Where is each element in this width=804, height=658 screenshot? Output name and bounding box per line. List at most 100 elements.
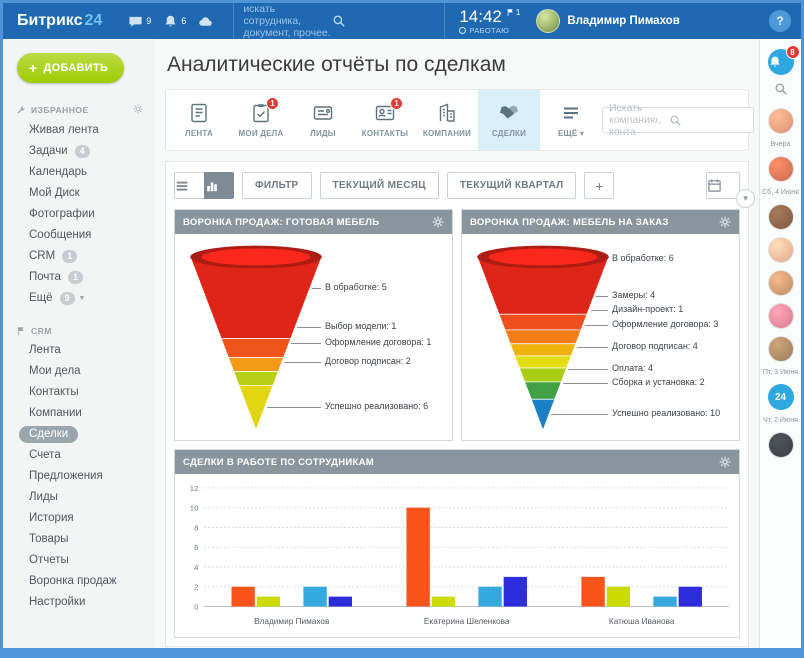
- sidebar-item-contacts[interactable]: Контакты: [3, 382, 155, 403]
- sidebar-item-settings[interactable]: Настройки: [3, 592, 155, 613]
- sidebar-item-messages[interactable]: Сообщения: [3, 225, 155, 246]
- notifications-icon[interactable]: 6: [163, 14, 186, 29]
- tab-deals[interactable]: СДЕЛКИ: [478, 90, 540, 150]
- sidebar-item-label: Предложения: [29, 470, 103, 482]
- tab-my-tasks[interactable]: МОИ ДЕЛА 1: [230, 90, 292, 150]
- svg-text:Владимир Пимахов: Владимир Пимахов: [254, 617, 330, 626]
- svg-text:4: 4: [194, 563, 199, 572]
- gear-icon[interactable]: [719, 216, 731, 228]
- bar-series-orange: [231, 586, 255, 607]
- tab-feed[interactable]: ЛЕНТА: [168, 90, 230, 150]
- tab-leads[interactable]: ЛИДЫ: [292, 90, 354, 150]
- tab-contacts[interactable]: КОНТАКТЫ 1: [354, 90, 416, 150]
- entity-search-input[interactable]: Искать компанию, конта: [602, 102, 754, 138]
- funnel-chart: В обработке: 5 Выбор модели: 1 Оформление …: [175, 234, 452, 440]
- window-edge: [3, 648, 801, 655]
- sidebar-item-sales-funnel[interactable]: Воронка продаж: [3, 571, 155, 592]
- sidebar-item-more[interactable]: Ещё 9 ▼: [3, 288, 155, 309]
- add-period-button[interactable]: +: [584, 172, 615, 199]
- sidebar-item-products[interactable]: Товары: [3, 529, 155, 550]
- help-button[interactable]: ?: [769, 10, 791, 32]
- current-quarter-button[interactable]: ТЕКУЩИЙ КВАРТАЛ: [446, 172, 577, 199]
- chart-view-button[interactable]: [204, 172, 234, 199]
- sidebar-section-title-crm: CRM: [3, 321, 155, 340]
- sidebar-item-calendar[interactable]: Календарь: [3, 162, 155, 183]
- funnel-label-line: [267, 407, 321, 408]
- funnel-label-line: [591, 310, 608, 311]
- add-button[interactable]: + ДОБАВИТЬ: [17, 53, 125, 83]
- sidebar-item-label: Компании: [29, 407, 82, 419]
- rail-avatar[interactable]: [767, 336, 794, 362]
- gear-icon[interactable]: [133, 104, 143, 116]
- funnel-label-line: [297, 327, 321, 328]
- funnel-stage-label: Сборка и установка: 2: [610, 377, 707, 387]
- sidebar-item-my-drive[interactable]: Мой Диск: [3, 183, 155, 204]
- rail-avatar[interactable]: [767, 270, 794, 296]
- rail-avatar[interactable]: [767, 432, 794, 458]
- rail-avatar[interactable]: [767, 156, 794, 182]
- deals-icon: [498, 102, 520, 124]
- bar-series-darkblue: [503, 576, 527, 607]
- rail-search-icon[interactable]: [774, 82, 788, 101]
- funnel-label-line: [568, 369, 608, 370]
- sidebar-item-mail[interactable]: Почта 1: [3, 267, 155, 288]
- cloud-icon[interactable]: [198, 14, 213, 29]
- worktime-widget[interactable]: 14:42 1 РАБОТАЮ: [459, 8, 520, 35]
- sidebar-item-my-deals[interactable]: Мои дела: [3, 361, 155, 382]
- global-search-input[interactable]: искать сотрудника, документ, прочее.: [233, 3, 446, 39]
- topbar: Битрикс 24 9 6 искать сотрудника, докумен…: [3, 3, 801, 39]
- flag-count: 1: [515, 7, 521, 17]
- sidebar-item-reports[interactable]: Отчеты: [3, 550, 155, 571]
- companies-icon: [436, 102, 458, 124]
- main-content: Аналитические отчёты по сделкам ЛЕНТА МОИ…: [155, 39, 759, 649]
- sidebar-item-quotes[interactable]: Предложения: [3, 466, 155, 487]
- tab-more[interactable]: ЕЩЁ ▾: [540, 90, 602, 150]
- filter-button[interactable]: ФИЛЬТР: [242, 172, 312, 199]
- collapse-toolbar-button[interactable]: ▾: [736, 189, 755, 208]
- tab-companies[interactable]: КОМПАНИИ: [416, 90, 478, 150]
- notifications-bell-button[interactable]: 8: [767, 45, 800, 75]
- funnel-stage-label: Договор подписан: 2: [323, 356, 413, 366]
- tab-badge: 1: [390, 97, 403, 110]
- bitrix-logo[interactable]: Битрикс 24: [17, 12, 102, 30]
- sidebar-item-deals[interactable]: Сделки: [3, 424, 155, 445]
- bar-chart-card: СДЕЛКИ В РАБОТЕ ПО СОТРУДНИКАМ 0 2 4 6 8 10 12…: [174, 449, 740, 638]
- current-month-button[interactable]: ТЕКУЩИЙ МЕСЯЦ: [319, 172, 439, 199]
- gear-icon[interactable]: [719, 456, 731, 468]
- sidebar-item-feed[interactable]: Лента: [3, 340, 155, 361]
- sidebar-item-companies[interactable]: Компании: [3, 403, 155, 424]
- tab-label: ЛЕНТА: [185, 129, 213, 138]
- tab-label: СДЕЛКИ: [491, 129, 527, 138]
- sidebar-item-leads[interactable]: Лиды: [3, 487, 155, 508]
- sidebar-item-history[interactable]: История: [3, 508, 155, 529]
- sidebar-item-live-feed[interactable]: Живая лента: [3, 120, 155, 141]
- gear-icon[interactable]: [432, 216, 444, 228]
- sidebar-item-badge: 1: [62, 250, 78, 263]
- funnel-stage-label: Выбор модели: 1: [323, 321, 399, 331]
- feed-icon: [188, 102, 210, 124]
- rail-date-label: Пт, 3 Июня: [762, 369, 799, 376]
- bitrix24-rail-icon[interactable]: 24: [767, 384, 794, 410]
- gear-icon: [133, 104, 143, 114]
- svg-text:10: 10: [190, 504, 199, 513]
- chat-icon[interactable]: 9: [128, 14, 151, 29]
- rail-date-label: Сб, 4 Июня: [762, 189, 799, 196]
- sidebar-item-badge: 9: [59, 292, 75, 305]
- rail-avatar[interactable]: [767, 108, 794, 134]
- sidebar-item-crm[interactable]: CRM 1: [3, 246, 155, 267]
- svg-text:8: 8: [194, 523, 198, 532]
- user-menu[interactable]: Владимир Пимахов: [536, 9, 680, 33]
- rail-avatar[interactable]: [767, 303, 794, 329]
- sidebar-item-photos[interactable]: Фотографии: [3, 204, 155, 225]
- chevron-down-icon: ▼: [78, 295, 86, 302]
- contacts-icon: [374, 102, 396, 124]
- rail-avatar[interactable]: [767, 237, 794, 263]
- calendar-button[interactable]: [706, 172, 740, 199]
- section-title-text: CRM: [31, 326, 52, 336]
- sidebar-item-tasks[interactable]: Задачи 4: [3, 141, 155, 162]
- funnel-label-line: [312, 288, 321, 289]
- list-view-button[interactable]: [174, 172, 204, 199]
- rail-avatar[interactable]: [767, 204, 794, 230]
- sidebar-item-invoices[interactable]: Счета: [3, 445, 155, 466]
- rail-date-label: Чт, 2 Июня: [763, 417, 798, 424]
